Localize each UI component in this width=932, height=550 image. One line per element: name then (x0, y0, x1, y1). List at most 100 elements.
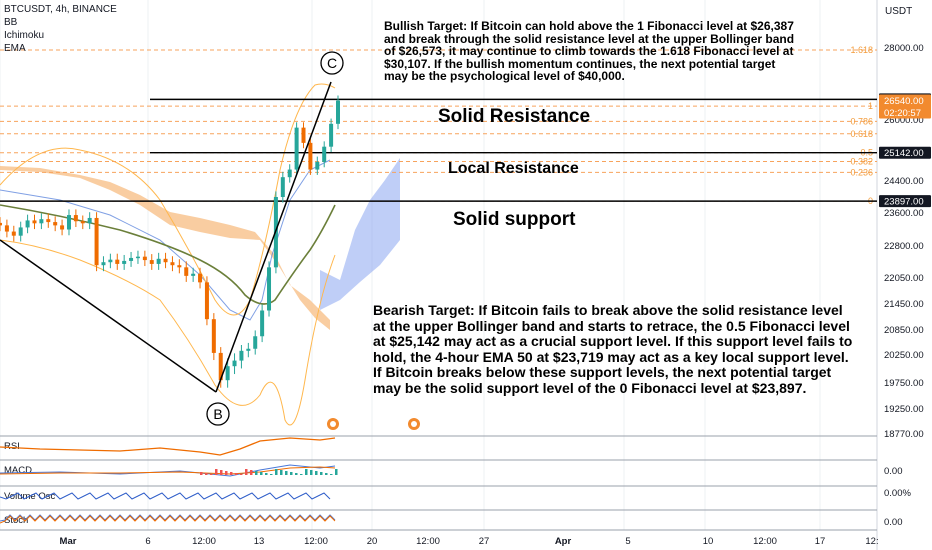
time-tick-label: Mar (60, 536, 77, 547)
local-resistance-label: Local Resistance (448, 160, 579, 177)
price-tick-label: 19750.00 (884, 378, 924, 389)
price-tick-label: 20250.00 (884, 350, 924, 361)
candle-body (149, 260, 154, 264)
time-tick-label: 12:00 (753, 536, 777, 547)
time-tick-label: 12: (865, 536, 878, 547)
candle-body (39, 219, 44, 224)
time-tick-label: Apr (555, 536, 572, 547)
fib-level-label: 0.382 (850, 156, 873, 166)
candle-body (163, 258, 168, 263)
bb-lower-band (0, 239, 336, 426)
candle-body (122, 260, 127, 264)
time-tick-label: 27 (479, 536, 490, 547)
candle-body (94, 217, 99, 266)
legend-ema[interactable]: EMA (4, 43, 26, 54)
macd-histogram-bar (275, 469, 278, 475)
trendline-down (0, 239, 217, 393)
candle-body (301, 127, 306, 143)
candle-body (204, 282, 209, 320)
fib-level-label: 0.786 (850, 116, 873, 126)
candle-body (308, 142, 313, 170)
event-icon-center (411, 421, 417, 427)
bearish-target-note: Bearish Target: If Bitcoin fails to brea… (373, 302, 853, 396)
candle-body (246, 348, 251, 351)
candle-body (198, 273, 203, 283)
stoch-d-line (0, 515, 336, 524)
price-tick-label: 18770.00 (884, 429, 924, 440)
price-tick-label: 22800.00 (884, 241, 924, 252)
macd-histogram-bar (250, 470, 253, 475)
candle-body (4, 225, 9, 232)
candle-body (32, 220, 37, 224)
candle-body (336, 100, 340, 124)
candle-body (218, 352, 223, 381)
price-tick-label: 20850.00 (884, 325, 924, 336)
oscillator-value: 0.00 (884, 466, 903, 477)
price-tick-label: 22050.00 (884, 273, 924, 284)
cloud-bear-area (0, 166, 330, 330)
macd-histogram-bar (240, 474, 243, 475)
macd-histogram-bar (335, 469, 338, 475)
point-label: B (213, 406, 222, 422)
macd-histogram-bar (300, 474, 303, 475)
candle-body (11, 231, 16, 236)
candle-body (184, 267, 189, 276)
solid-resistance-label: Solid Resistance (438, 106, 591, 127)
oscillator-value: 0.00 (884, 517, 903, 528)
macd-histogram-bar (210, 474, 213, 475)
trendline-up (215, 81, 332, 393)
price-tick-label: 26000.00 (884, 115, 924, 126)
event-icon-center (330, 421, 336, 427)
macd-histogram-bar (310, 470, 313, 475)
macd-histogram-bar (290, 472, 293, 475)
oscillator-value: 0.00% (884, 488, 911, 499)
point-c-marker (320, 51, 344, 75)
macd-histogram-bar (245, 469, 248, 475)
price-highlight-tag (879, 94, 931, 119)
point-label: C (327, 55, 337, 71)
legend-ichimoku[interactable]: Ichimoku (4, 30, 45, 41)
time-tick-label: 17 (815, 536, 826, 547)
ichimoku-cloud (0, 158, 400, 330)
price-tick-label: 21450.00 (884, 299, 924, 310)
candle-body (322, 146, 327, 162)
bullish-target-note: Bullish Target: If Bitcoin can hold abov… (384, 19, 795, 83)
macd-histogram-bar (205, 473, 208, 475)
candle-body (25, 220, 30, 228)
candle-body (80, 221, 85, 224)
price-axis: USDT 28000.00 26000.00 24400.00 23600.00 2280… (879, 6, 931, 528)
candle-body (232, 360, 237, 367)
candle-body (177, 265, 182, 268)
candle-body (156, 258, 161, 264)
macd-histogram-bar (225, 471, 228, 475)
price-tick-label: 24400.00 (884, 176, 924, 187)
candle-body (46, 219, 51, 223)
macd-signal-line (0, 466, 336, 475)
fib-level-label: 0.618 (850, 129, 873, 139)
candle-body (239, 350, 244, 361)
macd-histogram-bar (270, 474, 273, 475)
candle-body (280, 177, 285, 197)
candle-body (66, 215, 71, 230)
candle-body (287, 169, 292, 178)
legend-bb[interactable]: BB (4, 17, 18, 28)
macd-histogram-bar (255, 471, 258, 475)
volume-osc-line (0, 492, 331, 500)
price-highlight-value: 25142.00 (884, 148, 924, 159)
macd-histogram-bar (260, 472, 263, 475)
candle-body (108, 259, 113, 263)
rsi-line (0, 437, 336, 456)
macd-histogram-bar (200, 472, 203, 475)
macd-histogram-bar (220, 470, 223, 475)
macd-histogram-bar (215, 469, 218, 475)
price-scale-bg (877, 0, 932, 550)
pane-title: RSI (4, 441, 20, 452)
candle-body (267, 267, 272, 311)
candles (0, 95, 340, 388)
candle-body (211, 319, 216, 353)
candle-body (253, 336, 258, 349)
price-tick-label: 23600.00 (884, 208, 924, 219)
symbol-title[interactable]: BTCUSDT, 4h, BINANCE (4, 4, 117, 15)
